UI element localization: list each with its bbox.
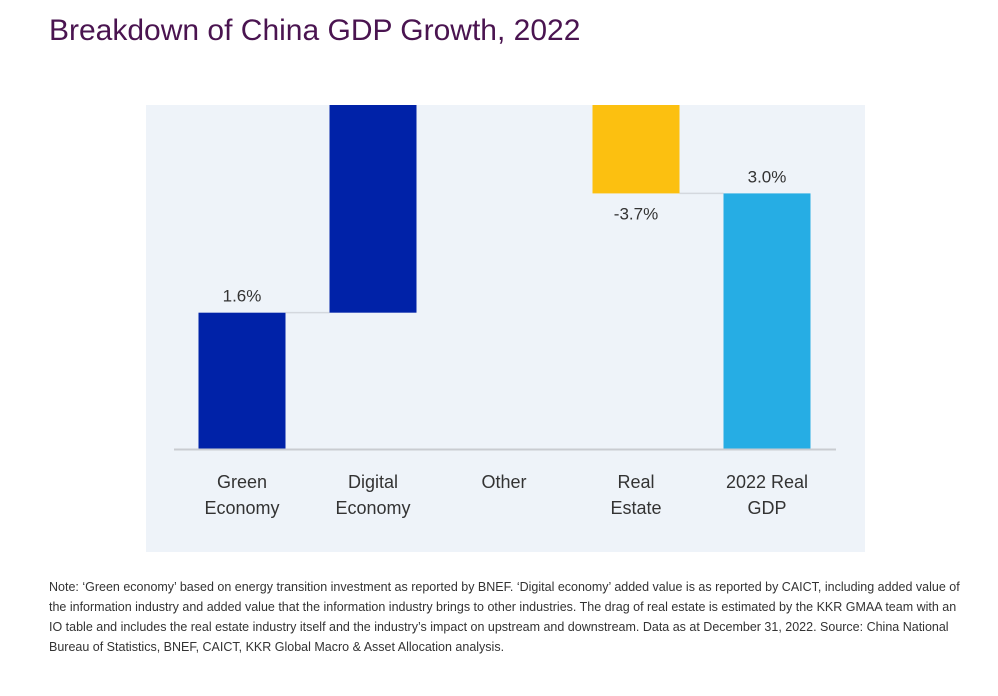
category-label-line: Green [217,472,267,492]
bar-4 [592,105,680,194]
category-label-line: Estate [610,498,661,518]
data-label-5: 3.0% [748,167,787,186]
chart-footnote: Note: ‘Green economy’ based on energy tr… [49,580,960,654]
bar-5 [723,193,811,449]
bar-1 [198,312,286,449]
category-label-line: 2022 Real [726,472,808,492]
category-label-line: Economy [335,498,410,518]
category-label-line: Real [617,472,654,492]
category-label-line: Other [481,472,526,492]
category-label-1: Green Economy [204,472,279,518]
category-label-line: GDP [747,498,786,518]
category-label-3: Other [481,472,526,492]
category-label-line: Digital [348,472,398,492]
data-label-4: -3.7% [614,204,658,223]
category-label-5: 2022 Real GDP [726,472,808,518]
category-label-line: Economy [204,498,279,518]
waterfall-chart: 1.6%3.1%2.0%-3.7%3.0%GreenEconomyDigital… [174,105,836,518]
category-label-4: Real Estate [610,472,661,518]
category-label-2: Digital Economy [335,472,410,518]
bar-2 [329,105,417,313]
chart-panel: 1.6%3.1%2.0%-3.7%3.0%GreenEconomyDigital… [146,105,865,552]
chart-title: Breakdown of China GDP Growth, 2022 [49,14,581,47]
data-label-1: 1.6% [223,287,262,306]
